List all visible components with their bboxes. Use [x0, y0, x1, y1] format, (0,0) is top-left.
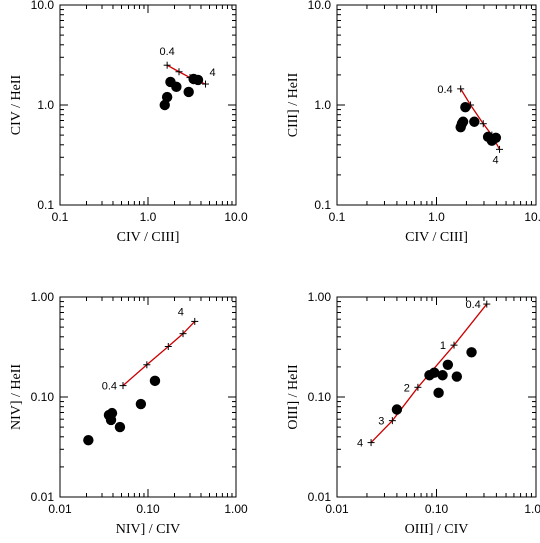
data-point: [490, 132, 502, 143]
model-point-label: 4: [492, 154, 498, 166]
y-tick-label: 0.01: [308, 490, 332, 504]
data-point: [114, 421, 126, 433]
x-tick-label: 0.1: [329, 210, 346, 224]
data-point: [391, 404, 403, 415]
y-axis-title: CIV / HeII: [9, 74, 24, 135]
data-point: [183, 86, 194, 98]
data-point: [159, 99, 170, 111]
model-point-label: 0.4: [102, 381, 117, 393]
data-point: [466, 347, 477, 358]
y-axis-title: OIII] / HeII: [286, 364, 301, 430]
data-point: [83, 434, 94, 446]
y-tick-label: 1.00: [308, 290, 332, 304]
data-point: [135, 398, 147, 410]
plot-frame: [59, 296, 237, 498]
x-axis-title: CIV / CIII]: [117, 230, 180, 245]
data-point: [460, 102, 471, 113]
y-tick-label: 1.0: [37, 98, 54, 112]
model-point-label: 0.4: [159, 46, 174, 58]
panel-2: 0.1 1.0 10.0 0.1 1.0 10.0 CIV / CIII] CIII] / H…: [286, 0, 540, 245]
x-tick-label: 10.0: [524, 210, 540, 224]
model-line: [122, 320, 196, 387]
x-axis-title: OIII] / CIV: [405, 522, 469, 537]
data-point: [451, 371, 463, 382]
data-point: [429, 367, 440, 378]
plot-frame: [336, 4, 537, 206]
y-axis-title: CIII] / HeII: [286, 72, 301, 137]
data-point: [442, 359, 454, 370]
model-point-label: 4: [209, 67, 215, 79]
plot-frame: [59, 4, 237, 206]
y-tick-label: 0.10: [308, 390, 332, 404]
data-point: [192, 74, 204, 86]
x-tick-label: 0.01: [48, 502, 72, 516]
model-point-label: 4: [357, 438, 363, 450]
data-point: [171, 81, 182, 93]
y-tick-label: 1.00: [31, 290, 55, 304]
x-tick-label: 1.00: [524, 502, 540, 516]
y-axis-title: NIV] / HeII: [9, 364, 24, 430]
model-point-label: 1: [440, 340, 446, 352]
model-point-label: 3: [378, 416, 384, 428]
data-point: [469, 116, 480, 127]
panel-1: 0.1 1.0 10.0 0.1 1.0 10.0 CIV / CIII] CIV / HeI…: [9, 0, 248, 245]
data-point: [437, 370, 448, 381]
y-tick-label: 10.0: [308, 0, 332, 12]
data-point: [149, 375, 161, 387]
model-point-label: 0.4: [437, 84, 452, 96]
panel-4: 0.01 0.10 1.00 0.01 0.10 1.00 OIII] / CIV OIII]…: [286, 290, 540, 537]
x-axis-title: NIV] / CIV: [116, 522, 181, 537]
x-tick-label: 0.1: [52, 210, 69, 224]
data-point: [106, 407, 118, 419]
model-point-label: 2: [404, 382, 410, 394]
data-point: [433, 387, 444, 399]
y-tick-label: 10.0: [31, 0, 55, 12]
data-point: [457, 116, 469, 127]
x-tick-label: 0.10: [425, 502, 449, 516]
x-tick-label: 0.10: [136, 502, 160, 516]
model-point-label: 0.4: [465, 299, 480, 311]
y-tick-label: 0.01: [31, 490, 55, 504]
y-tick-label: 1.0: [314, 98, 331, 112]
x-tick-label: 1.0: [140, 210, 157, 224]
y-tick-label: 0.10: [31, 390, 55, 404]
x-tick-label: 1.00: [224, 502, 248, 516]
x-axis-title: CIV / CIII]: [405, 230, 468, 245]
x-tick-label: 1.0: [428, 210, 445, 224]
x-tick-label: 0.01: [325, 502, 349, 516]
data-point: [161, 91, 173, 103]
y-tick-label: 0.1: [314, 198, 331, 212]
x-tick-label: 10.0: [224, 210, 248, 224]
y-tick-label: 0.1: [37, 198, 54, 212]
model-point-label: 4: [178, 306, 184, 318]
panel-3: 0.01 0.10 1.00 0.01 0.10 1.00 NIV] / CIV NIV] /…: [9, 290, 248, 537]
